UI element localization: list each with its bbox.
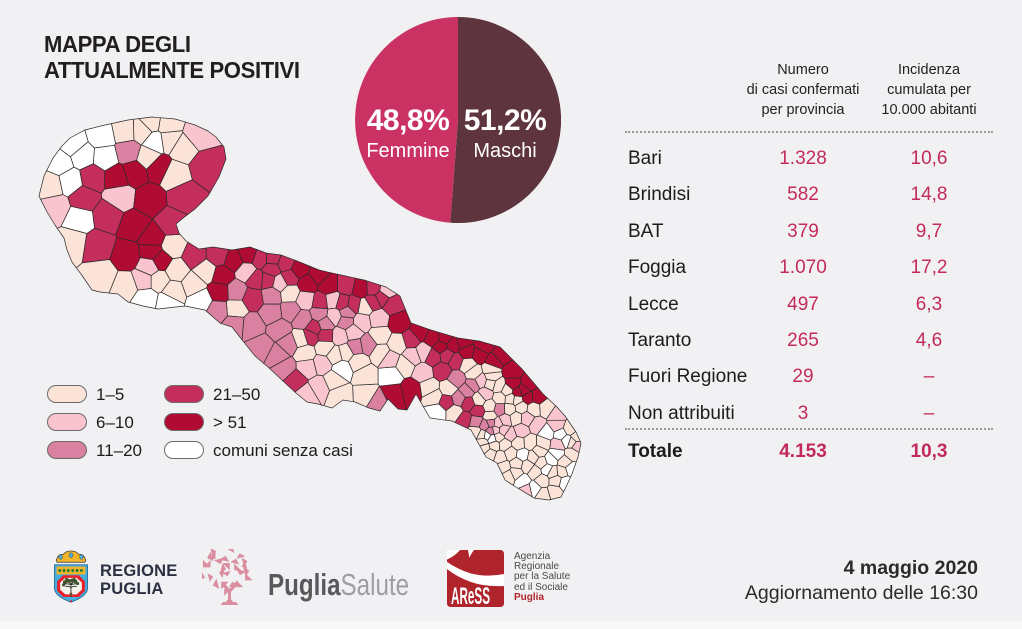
svg-text:AReSS: AReSS: [451, 583, 490, 607]
